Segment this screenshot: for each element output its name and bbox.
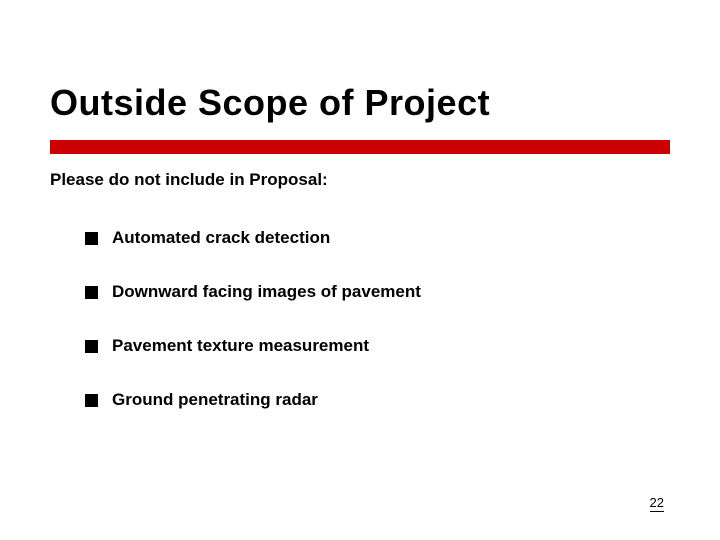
subtitle: Please do not include in Proposal:	[50, 170, 328, 190]
title-divider	[50, 140, 670, 154]
square-bullet-icon	[85, 232, 98, 245]
item-text: Ground penetrating radar	[112, 390, 318, 410]
item-text: Automated crack detection	[112, 228, 330, 248]
list-item: Downward facing images of pavement	[85, 282, 421, 302]
item-text: Downward facing images of pavement	[112, 282, 421, 302]
page-number: 22	[650, 495, 664, 512]
square-bullet-icon	[85, 394, 98, 407]
slide-container: Outside Scope of Project Please do not i…	[0, 0, 720, 540]
item-text: Pavement texture measurement	[112, 336, 369, 356]
slide-title: Outside Scope of Project	[0, 0, 720, 124]
list-item: Ground penetrating radar	[85, 390, 421, 410]
list-item: Automated crack detection	[85, 228, 421, 248]
bullet-list: Automated crack detection Downward facin…	[85, 228, 421, 444]
list-item: Pavement texture measurement	[85, 336, 421, 356]
square-bullet-icon	[85, 286, 98, 299]
square-bullet-icon	[85, 340, 98, 353]
